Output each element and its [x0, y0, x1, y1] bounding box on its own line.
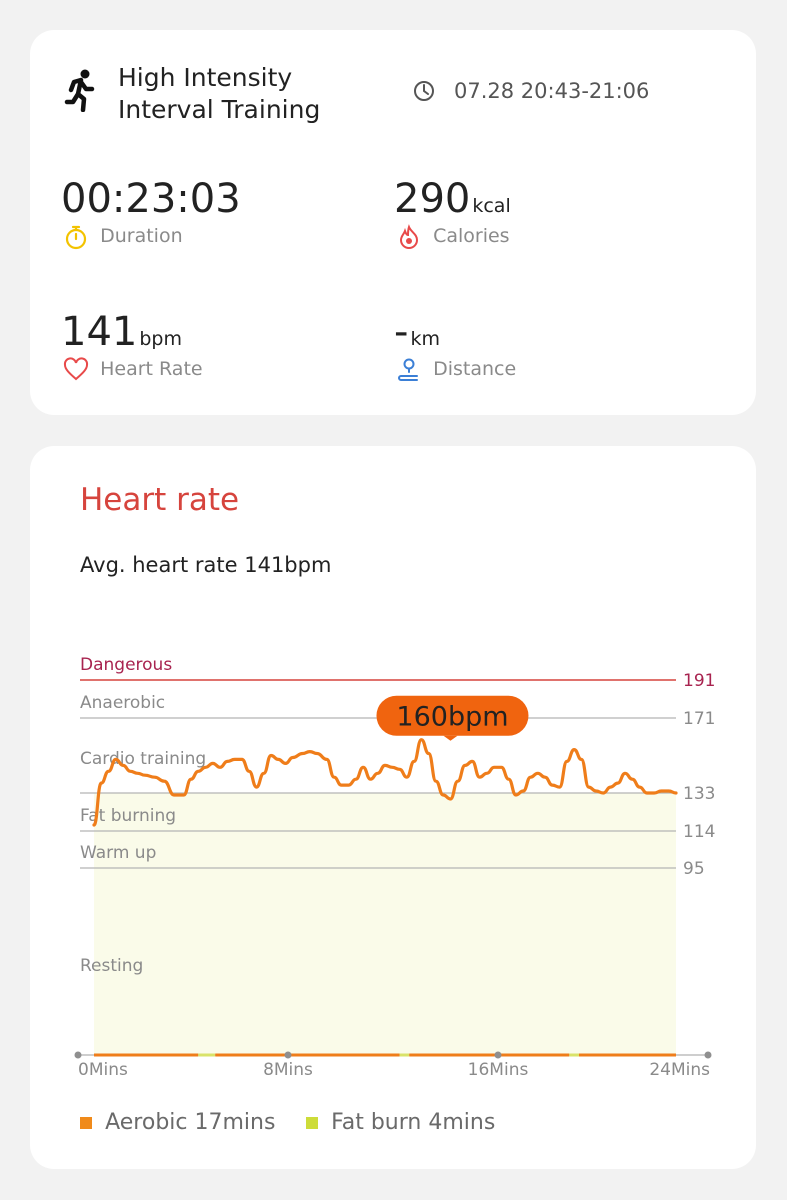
duration-label-row: Duration: [63, 224, 183, 250]
calories-label-row: Calories: [396, 224, 510, 250]
duration-label: Duration: [100, 224, 183, 247]
y-tick-label: 171: [683, 709, 715, 729]
distance-unit: km: [410, 328, 440, 350]
heart-rate-label-row: Heart Rate: [63, 357, 203, 383]
y-tick-label: 95: [683, 859, 705, 879]
workout-time-range: 07.28 20:43-21:06: [454, 79, 650, 103]
zone-label-cardio-training: Cardio training: [80, 749, 206, 769]
heart-rate-card: Heart rate Avg. heart rate 141bpm Danger…: [30, 446, 756, 1169]
x-tick-label: 16Mins: [468, 1060, 529, 1080]
legend-aerobic: Aerobic 17mins: [80, 1110, 275, 1135]
calories-label: Calories: [433, 224, 510, 247]
distance-value: - km: [394, 310, 440, 361]
activity-title-line2: Interval Training: [118, 95, 321, 124]
x-tick-label: 24Mins: [649, 1060, 710, 1080]
workout-summary-card: High Intensity Interval Training 07.28 2…: [30, 30, 756, 415]
axis-dot: [704, 1051, 712, 1059]
calories-unit: kcal: [472, 195, 511, 217]
distance-label: Distance: [433, 357, 517, 380]
legend-fat-burn: Fat burn 4mins: [306, 1110, 495, 1135]
stopwatch-icon: [65, 225, 87, 250]
zone-label-anaerobic: Anaerobic: [80, 693, 165, 713]
peak-callout-bubble: [376, 695, 529, 736]
flame-icon: [399, 224, 419, 249]
heart-rate-number: 141: [61, 309, 138, 355]
y-tick-label: 191: [683, 671, 715, 691]
location-pin-icon: [398, 358, 418, 381]
y-tick-label: 133: [683, 784, 715, 804]
heart-icon: [63, 357, 89, 381]
heart-rate-value: 141 bpm: [61, 310, 182, 361]
running-person-icon: [64, 69, 95, 112]
x-tick-label: 0Mins: [78, 1060, 128, 1080]
heart-rate-label: Heart Rate: [100, 357, 203, 380]
fat-burn-zone-fill: [94, 793, 676, 1055]
fat-burn-legend-swatch: [306, 1117, 318, 1129]
calories-number: 290: [394, 176, 471, 222]
clock-icon: [414, 81, 434, 101]
aerobic-legend-swatch: [80, 1117, 92, 1129]
calories-value: 290 kcal: [394, 177, 511, 228]
peak-callout-label: 160bpm: [396, 702, 508, 733]
duration-number: 00:23:03: [61, 176, 241, 222]
peak-callout-pointer: [443, 735, 458, 741]
axis-dot: [284, 1051, 292, 1059]
zone-label-dangerous: Dangerous: [80, 655, 172, 675]
x-tick-label: 8Mins: [263, 1060, 313, 1080]
heart-rate-unit: bpm: [139, 328, 182, 350]
y-tick-label: 114: [683, 822, 715, 842]
axis-dot: [494, 1051, 502, 1059]
heart-rate-title: Heart rate: [80, 482, 240, 518]
aerobic-legend-label: Aerobic 17mins: [105, 1110, 276, 1135]
distance-label-row: Distance: [396, 357, 516, 383]
heart-rate-line: [92, 738, 678, 827]
zone-label-fat-burning: Fat burning: [80, 806, 176, 826]
duration-value: 00:23:03: [61, 177, 241, 221]
fat-burn-legend-label: Fat burn 4mins: [331, 1110, 496, 1135]
heart-rate-chart: Dangerous Anaerobic Cardio training Fat bur…: [74, 655, 715, 1080]
activity-title-line1: High Intensity: [118, 63, 293, 92]
zone-label-resting: Resting: [80, 956, 143, 976]
avg-heart-rate: Avg. heart rate 141bpm: [80, 553, 332, 577]
zone-label-warm-up: Warm up: [80, 843, 156, 863]
axis-dot: [74, 1051, 82, 1059]
distance-number: -: [394, 309, 409, 355]
